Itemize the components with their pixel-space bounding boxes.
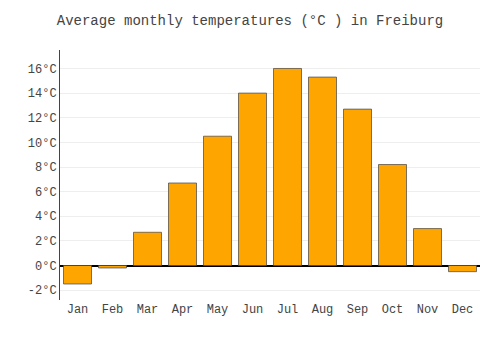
svg-text:Average monthly temperatures (: Average monthly temperatures (°C ) in Fr… [57,13,443,29]
svg-text:8°C: 8°C [35,161,57,175]
svg-text:May: May [207,303,229,317]
svg-text:Feb: Feb [102,303,124,317]
svg-text:Oct: Oct [382,303,404,317]
svg-text:-2°C: -2°C [28,284,57,298]
svg-text:16°C: 16°C [28,63,57,77]
svg-text:2°C: 2°C [35,235,57,249]
svg-text:Aug: Aug [312,303,334,317]
svg-text:0°C: 0°C [35,260,57,274]
svg-text:Jan: Jan [67,303,89,317]
svg-text:14°C: 14°C [28,87,57,101]
svg-text:12°C: 12°C [28,112,57,126]
svg-text:Sep: Sep [347,303,369,317]
svg-text:10°C: 10°C [28,137,57,151]
svg-text:Jul: Jul [277,303,299,317]
svg-text:Apr: Apr [172,303,194,317]
svg-text:Nov: Nov [417,303,439,317]
svg-text:Jun: Jun [242,303,264,317]
svg-text:4°C: 4°C [35,210,57,224]
svg-text:6°C: 6°C [35,186,57,200]
svg-text:Dec: Dec [452,303,474,317]
svg-text:Mar: Mar [137,303,159,317]
